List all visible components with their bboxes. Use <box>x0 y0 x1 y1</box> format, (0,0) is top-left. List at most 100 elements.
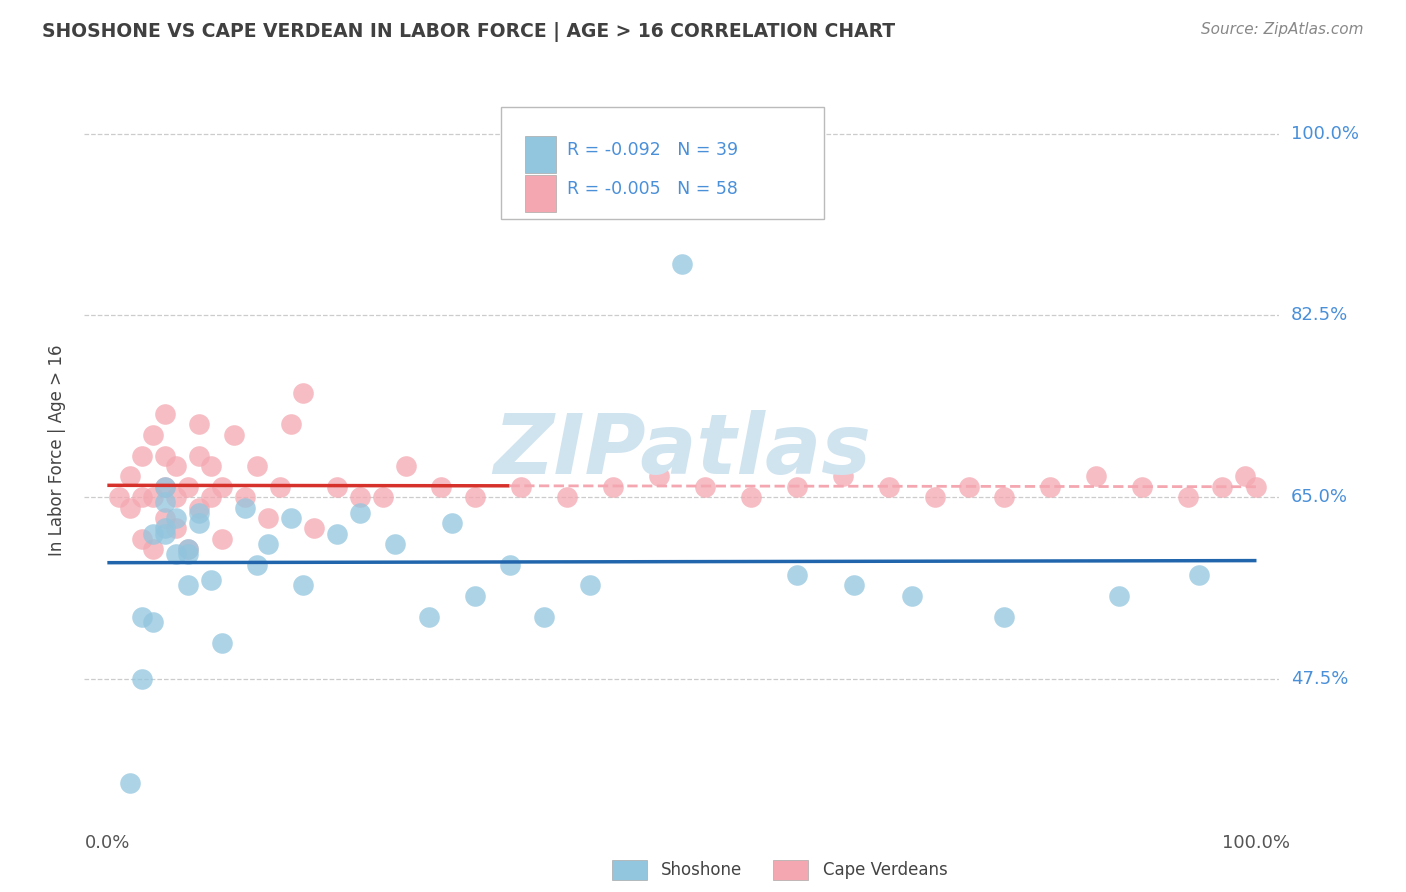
Point <box>211 635 233 649</box>
Point <box>373 490 395 504</box>
Point <box>786 568 808 582</box>
Point <box>165 511 187 525</box>
Text: ZIPatlas: ZIPatlas <box>494 410 870 491</box>
Point <box>533 609 555 624</box>
Point <box>153 521 176 535</box>
Point <box>993 609 1015 624</box>
Point <box>464 490 486 504</box>
Point <box>131 532 153 546</box>
Point <box>291 386 314 401</box>
Point <box>269 480 291 494</box>
Text: 65.0%: 65.0% <box>1291 488 1347 506</box>
Point <box>131 672 153 686</box>
Point <box>153 449 176 463</box>
Point <box>740 490 762 504</box>
Point <box>429 480 451 494</box>
Text: 100.0%: 100.0% <box>1291 125 1358 143</box>
Point <box>153 480 176 494</box>
Text: R = -0.005   N = 58: R = -0.005 N = 58 <box>567 180 738 198</box>
Point <box>302 521 325 535</box>
Point <box>1233 469 1256 483</box>
Text: 82.5%: 82.5% <box>1291 307 1348 325</box>
Point <box>211 480 233 494</box>
Point <box>165 521 187 535</box>
Point <box>188 506 211 520</box>
Point <box>602 480 624 494</box>
Point <box>1039 480 1062 494</box>
Point <box>395 458 418 473</box>
Point <box>349 506 371 520</box>
Point <box>1177 490 1199 504</box>
Point <box>1108 589 1130 603</box>
Point <box>579 578 602 592</box>
Point <box>233 500 256 515</box>
Point <box>200 458 222 473</box>
Point <box>131 609 153 624</box>
Point <box>222 428 245 442</box>
Point <box>142 542 165 557</box>
Point <box>108 490 131 504</box>
Point <box>165 547 187 561</box>
Text: R = -0.092   N = 39: R = -0.092 N = 39 <box>567 142 738 160</box>
Point <box>142 428 165 442</box>
Point <box>257 511 280 525</box>
Point <box>900 589 922 603</box>
Point <box>246 458 269 473</box>
Point <box>498 558 520 572</box>
Point <box>671 256 693 270</box>
Point <box>280 417 302 432</box>
Y-axis label: In Labor Force | Age > 16: In Labor Force | Age > 16 <box>48 344 66 557</box>
Point <box>131 490 153 504</box>
Point <box>177 480 200 494</box>
Point <box>957 480 980 494</box>
Point <box>257 537 280 551</box>
Point <box>165 490 187 504</box>
Point <box>441 516 464 531</box>
Point <box>188 449 211 463</box>
Point <box>177 578 200 592</box>
Point <box>177 542 200 557</box>
Point <box>1211 480 1233 494</box>
Point <box>1188 568 1211 582</box>
Point <box>291 578 314 592</box>
Text: SHOSHONE VS CAPE VERDEAN IN LABOR FORCE | AGE > 16 CORRELATION CHART: SHOSHONE VS CAPE VERDEAN IN LABOR FORCE … <box>42 22 896 42</box>
Text: Source: ZipAtlas.com: Source: ZipAtlas.com <box>1201 22 1364 37</box>
Point <box>1130 480 1153 494</box>
Text: Shoshone: Shoshone <box>661 861 742 879</box>
Point <box>349 490 371 504</box>
Point <box>326 526 349 541</box>
Point <box>326 480 349 494</box>
Point <box>142 490 165 504</box>
Point <box>120 469 142 483</box>
Text: Cape Verdeans: Cape Verdeans <box>823 861 948 879</box>
Point <box>153 526 176 541</box>
Point <box>120 500 142 515</box>
Point <box>831 469 853 483</box>
Point <box>280 511 302 525</box>
Point <box>188 500 211 515</box>
Point <box>153 480 176 494</box>
Point <box>165 458 187 473</box>
Point <box>1246 480 1268 494</box>
Point <box>418 609 440 624</box>
Point <box>200 490 222 504</box>
Point <box>384 537 406 551</box>
Point <box>177 547 200 561</box>
Point <box>510 480 533 494</box>
Point <box>877 480 900 494</box>
Point <box>142 526 165 541</box>
Point <box>693 480 716 494</box>
Point <box>786 480 808 494</box>
Point <box>131 449 153 463</box>
Point <box>246 558 269 572</box>
Point <box>200 574 222 588</box>
Point <box>464 589 486 603</box>
Point <box>188 417 211 432</box>
Point <box>177 542 200 557</box>
Point <box>188 516 211 531</box>
Point <box>142 615 165 629</box>
Point <box>648 469 671 483</box>
Point <box>153 511 176 525</box>
Point <box>1084 469 1107 483</box>
Point <box>153 495 176 509</box>
